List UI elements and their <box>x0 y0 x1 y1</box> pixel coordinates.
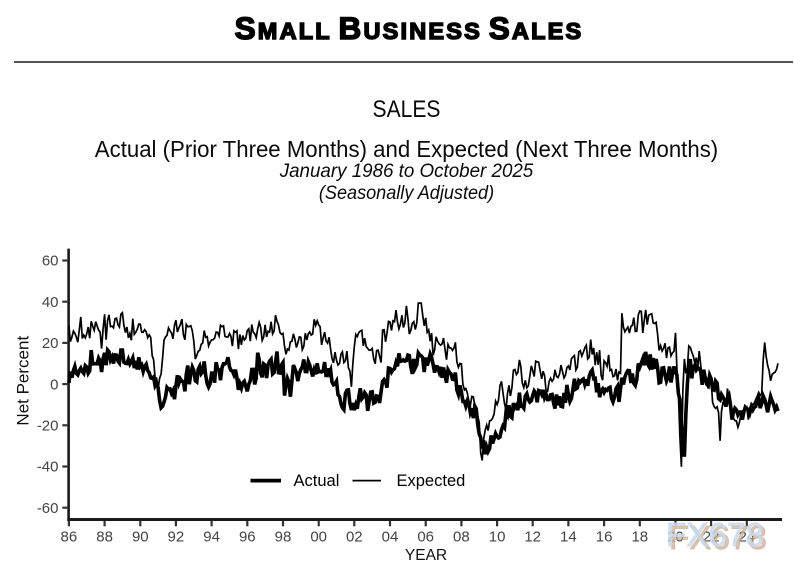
svg-text:Expected: Expected <box>397 472 466 490</box>
svg-text:18: 18 <box>631 529 648 546</box>
svg-text:94: 94 <box>203 529 220 546</box>
svg-text:88: 88 <box>96 529 113 546</box>
svg-text:0: 0 <box>50 376 58 393</box>
svg-text:12: 12 <box>524 529 541 546</box>
svg-text:24: 24 <box>738 529 755 546</box>
svg-text:96: 96 <box>239 529 256 546</box>
svg-text:14: 14 <box>560 529 577 546</box>
svg-text:-20: -20 <box>37 418 59 435</box>
svg-text:98: 98 <box>275 529 292 546</box>
svg-text:16: 16 <box>596 529 613 546</box>
svg-text:02: 02 <box>346 529 363 546</box>
svg-text:10: 10 <box>489 529 506 546</box>
svg-text:22: 22 <box>703 529 720 546</box>
svg-text:-60: -60 <box>37 500 59 517</box>
svg-text:-40: -40 <box>37 459 59 476</box>
svg-text:Net Percent: Net Percent <box>14 336 33 426</box>
svg-text:08: 08 <box>453 529 470 546</box>
svg-text:40: 40 <box>42 294 59 311</box>
svg-text:04: 04 <box>382 529 399 546</box>
svg-text:06: 06 <box>417 529 434 546</box>
svg-text:00: 00 <box>310 529 327 546</box>
svg-text:FX678: FX678 <box>669 519 767 556</box>
svg-text:20: 20 <box>42 335 59 352</box>
svg-text:FX678: FX678 <box>666 516 764 553</box>
svg-text:YEAR: YEAR <box>405 547 447 564</box>
svg-text:Actual: Actual <box>294 472 340 490</box>
svg-text:60: 60 <box>42 253 59 270</box>
svg-text:86: 86 <box>61 529 78 546</box>
svg-text:20: 20 <box>667 529 684 546</box>
svg-text:92: 92 <box>168 529 185 546</box>
svg-text:90: 90 <box>132 529 149 546</box>
